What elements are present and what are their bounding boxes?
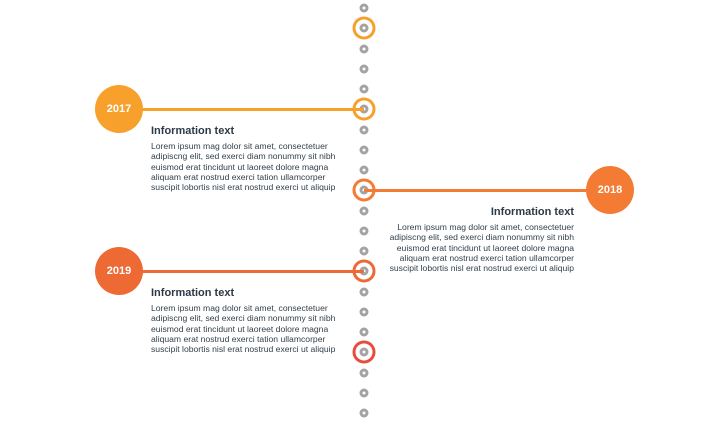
timeline-dot [359, 145, 369, 155]
connector-2019 [119, 269, 364, 273]
timeline-dot [359, 3, 369, 13]
year-bubble-2019: 2019 [95, 247, 143, 295]
timeline-dot [359, 246, 369, 256]
timeline-ring-marker [352, 340, 376, 364]
info-title-2019: Information text [151, 287, 235, 299]
timeline-ring-core [359, 347, 369, 357]
timeline-dot [359, 287, 369, 296]
timeline-ring-core [359, 23, 369, 33]
timeline-ring-core [359, 104, 369, 114]
timeline-dot [359, 165, 369, 175]
year-label-2019: 2019 [106, 265, 132, 277]
timeline-dot [359, 125, 369, 134]
info-title-2017: Information text [151, 125, 235, 137]
timeline-dot [359, 84, 369, 94]
year-bubble-2017: 2017 [95, 85, 143, 133]
timeline-dot [359, 368, 369, 377]
info-block-2018: Information text Lorem ipsum mag dolor s… [384, 206, 574, 273]
info-title-2018: Information text [490, 206, 574, 218]
timeline-dot [359, 408, 369, 418]
connector-2017 [119, 107, 364, 111]
info-body-2019: Lorem ipsum mag dolor sit amet, consecte… [151, 303, 336, 355]
timeline-dot [359, 388, 369, 398]
year-label-2018: 2018 [597, 184, 623, 196]
year-bubble-2018: 2018 [586, 166, 634, 214]
year-label-2017: 2017 [106, 103, 132, 115]
timeline-dot [359, 64, 369, 74]
info-block-2017: Information text Lorem ipsum mag dolor s… [151, 125, 341, 192]
timeline-dot [359, 327, 369, 337]
info-block-2019: Information text Lorem ipsum mag dolor s… [151, 287, 341, 354]
connector-2018 [364, 188, 610, 192]
info-body-2017: Lorem ipsum mag dolor sit amet, consecte… [151, 141, 336, 193]
timeline-dot [359, 307, 369, 317]
timeline-ring-core [359, 266, 369, 276]
timeline-dot [359, 44, 369, 53]
info-body-2018: Lorem ipsum mag dolor sit amet, consecte… [389, 222, 574, 274]
timeline-dot [359, 206, 369, 215]
timeline-dot [359, 226, 369, 236]
timeline-ring-marker [352, 16, 376, 40]
